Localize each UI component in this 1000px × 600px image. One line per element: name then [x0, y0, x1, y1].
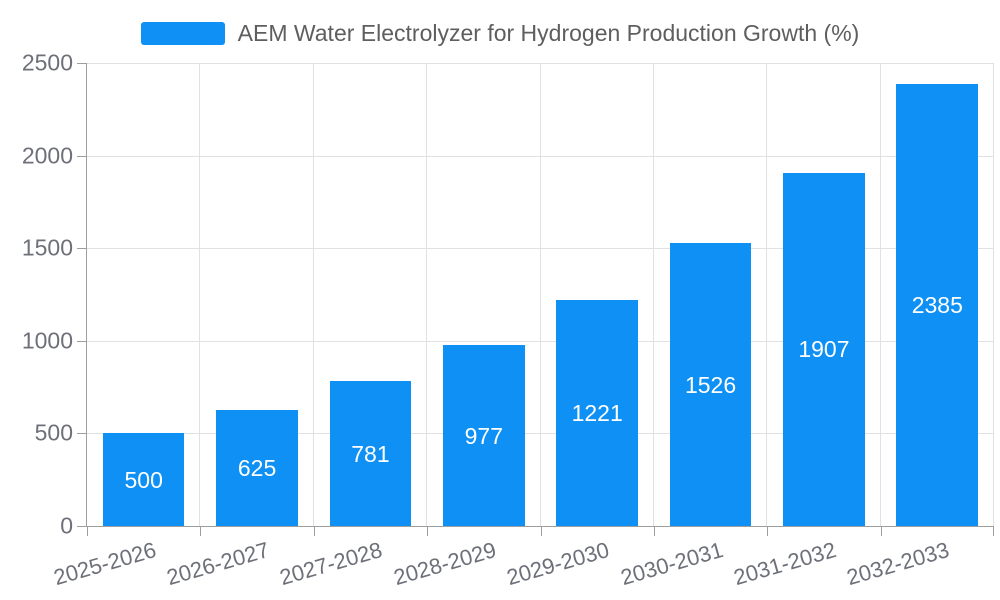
legend-item[interactable]: AEM Water Electrolyzer for Hydrogen Prod…: [0, 20, 1000, 46]
bar-value-label: 625: [237, 455, 277, 482]
y-axis-label: 0: [60, 512, 73, 539]
horizontal-gridline: [87, 63, 994, 64]
legend-label: AEM Water Electrolyzer for Hydrogen Prod…: [237, 20, 860, 46]
y-axis-line: [86, 63, 87, 526]
bar[interactable]: 2385: [896, 84, 979, 526]
y-axis-label: 1000: [21, 327, 73, 354]
vertical-gridline: [539, 63, 541, 526]
bar[interactable]: 1526: [669, 243, 752, 526]
bar-value-label: 1526: [684, 371, 737, 398]
y-axis-tick: [77, 340, 86, 342]
bar-value-label: 1221: [571, 399, 623, 426]
vertical-gridline: [199, 63, 201, 526]
y-axis-tick: [77, 155, 86, 157]
y-axis-label: 1500: [21, 234, 73, 261]
vertical-gridline: [993, 63, 994, 526]
y-axis-tick: [77, 433, 86, 435]
y-axis-label: 500: [34, 419, 73, 446]
horizontal-gridline: [87, 433, 994, 435]
bar[interactable]: 781: [329, 381, 412, 526]
horizontal-gridline: [87, 248, 994, 250]
y-axis-tick: [77, 248, 86, 250]
vertical-gridline: [879, 63, 881, 526]
vertical-gridline: [766, 63, 768, 526]
x-axis-line: [86, 526, 994, 527]
x-axis-tick: [313, 526, 315, 536]
bar[interactable]: 625: [216, 410, 298, 526]
vertical-gridline: [426, 63, 428, 526]
y-axis-label: 2500: [21, 49, 73, 76]
x-axis-tick: [427, 526, 429, 536]
x-axis-tick: [87, 526, 88, 536]
bar[interactable]: 500: [102, 433, 185, 526]
y-axis-tick: [77, 63, 86, 64]
legend-swatch: [140, 21, 225, 45]
x-axis-tick: [767, 526, 769, 536]
plot-area: 0 500 1000 1500 2000 2500 500 2025-2026 625 2026-…: [22, 50, 994, 590]
bar-value-label: 500: [124, 466, 163, 493]
x-axis-tick: [653, 526, 655, 536]
y-axis-label: 2000: [21, 142, 73, 169]
bar-value-label: 977: [464, 422, 503, 449]
vertical-gridline: [312, 63, 314, 526]
bar[interactable]: 1221: [556, 299, 638, 526]
x-axis-tick: [540, 526, 542, 536]
bar-value-label: 1907: [798, 336, 850, 363]
horizontal-gridline: [87, 155, 994, 157]
bar-value-label: 781: [351, 440, 390, 467]
vertical-gridline: [652, 63, 654, 526]
x-axis-tick: [993, 526, 994, 536]
bar[interactable]: 1907: [783, 172, 865, 526]
bar[interactable]: 977: [442, 345, 525, 526]
y-axis-tick: [77, 526, 86, 527]
x-axis-tick: [880, 526, 882, 536]
bar-value-label: 2385: [911, 292, 963, 319]
horizontal-gridline: [87, 340, 994, 342]
x-axis-tick: [200, 526, 202, 536]
